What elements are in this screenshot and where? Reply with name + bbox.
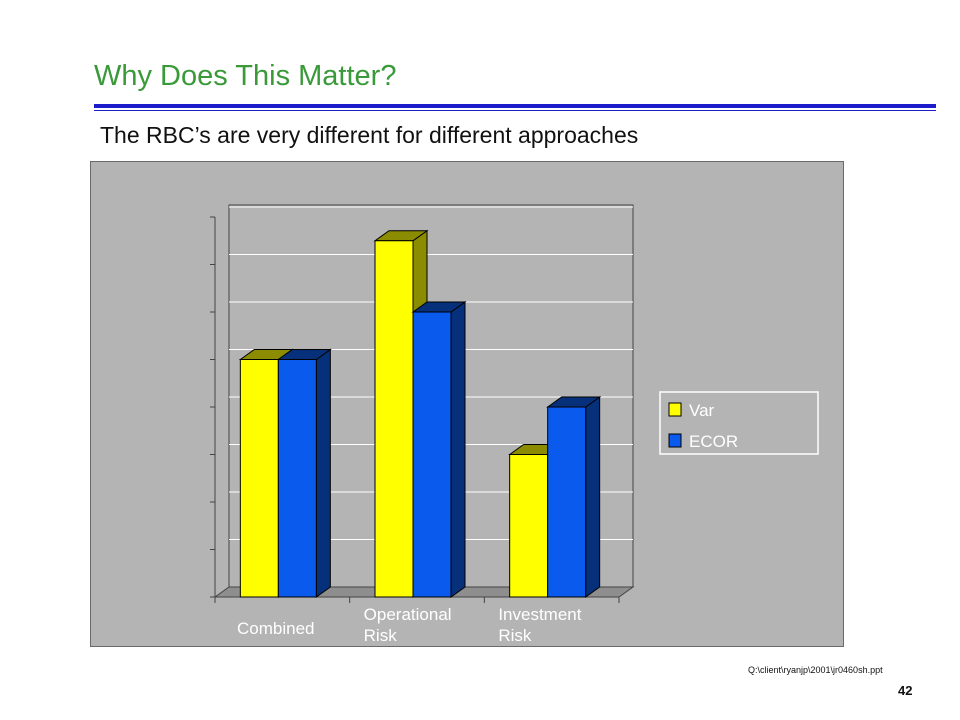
x-tick-label-line: Investment — [498, 605, 581, 624]
page-number: 42 — [898, 683, 913, 698]
bar-ecor — [412, 311, 452, 598]
bar-side-ecor — [585, 396, 601, 598]
title-rule-thin — [94, 110, 936, 111]
chart-area: Combined Operational Risk Investment Risk Var… — [90, 161, 844, 647]
title-rule-thick — [94, 104, 936, 108]
x-tick-label-line: Operational — [364, 605, 452, 624]
bar-ecor — [547, 406, 587, 598]
slide-title: Why Does This Matter? — [94, 60, 397, 92]
x-tick-label: Operational Risk — [364, 605, 452, 645]
bar-var — [509, 454, 549, 598]
bar-chart: Combined Operational Risk Investment Risk Var… — [210, 204, 819, 645]
x-tick-label-line: Combined — [237, 619, 315, 638]
x-tick-label: Investment Risk — [498, 605, 581, 645]
x-tick-label-line: Risk — [498, 626, 532, 645]
x-tick-label-line: Risk — [364, 626, 398, 645]
bar-var — [239, 359, 279, 598]
bar-ecor — [277, 359, 317, 598]
legend-label: ECOR — [689, 432, 738, 451]
legend-box — [659, 391, 819, 455]
bar-side-ecor — [315, 348, 331, 598]
x-tick-label: Combined — [237, 619, 315, 638]
legend-label: Var — [689, 401, 715, 420]
bar-var — [374, 240, 414, 598]
legend-swatch-var — [668, 402, 682, 417]
bar-side-ecor — [450, 301, 466, 598]
footer-file-path: Q:\client\ryanjp\2001\jr0460sh.ppt — [748, 665, 883, 675]
slide-subtitle: The RBC’s are very different for differe… — [100, 122, 639, 148]
legend-swatch-ecor — [668, 433, 682, 448]
